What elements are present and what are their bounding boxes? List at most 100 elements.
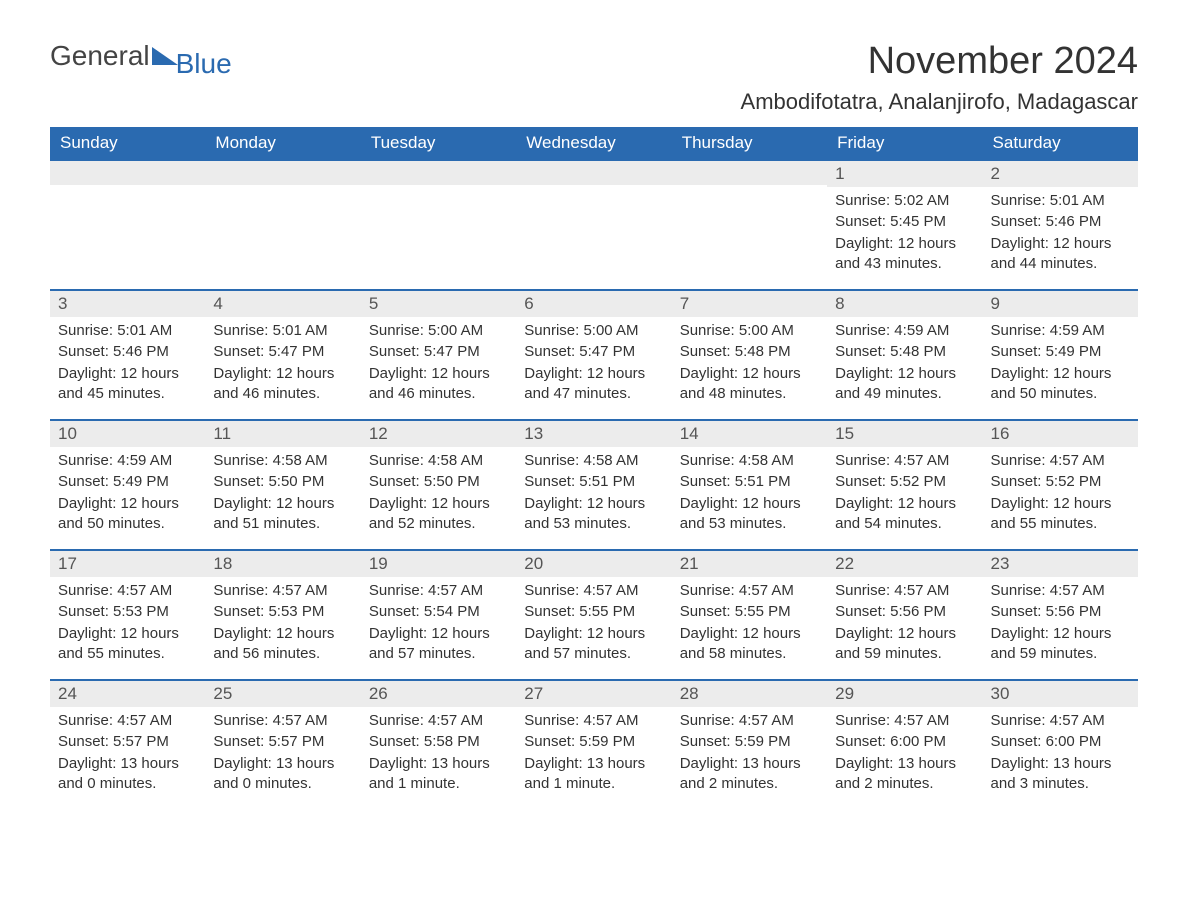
calendar-cell: 26Sunrise: 4:57 AMSunset: 5:58 PMDayligh…	[361, 679, 516, 809]
day-details: Sunrise: 4:57 AMSunset: 5:59 PMDaylight:…	[672, 707, 827, 803]
day-number: 2	[983, 159, 1138, 187]
sunset-text: Sunset: 5:45 PM	[835, 212, 974, 232]
day-number: 20	[516, 549, 671, 577]
day-number: 11	[205, 419, 360, 447]
day-details: Sunrise: 5:01 AMSunset: 5:47 PMDaylight:…	[205, 317, 360, 413]
sunrise-text: Sunrise: 5:02 AM	[835, 191, 974, 211]
sunset-text: Sunset: 5:48 PM	[835, 342, 974, 362]
day-number: 10	[50, 419, 205, 447]
sunrise-text: Sunrise: 4:58 AM	[213, 451, 352, 471]
daylight-text: Daylight: 12 hours and 58 minutes.	[680, 624, 819, 665]
day-details: Sunrise: 4:57 AMSunset: 5:53 PMDaylight:…	[50, 577, 205, 673]
calendar-cell: 12Sunrise: 4:58 AMSunset: 5:50 PMDayligh…	[361, 419, 516, 549]
calendar-cell: 22Sunrise: 4:57 AMSunset: 5:56 PMDayligh…	[827, 549, 982, 679]
day-details: Sunrise: 5:01 AMSunset: 5:46 PMDaylight:…	[983, 187, 1138, 283]
daylight-text: Daylight: 13 hours and 2 minutes.	[835, 754, 974, 795]
day-number: 17	[50, 549, 205, 577]
day-number: 22	[827, 549, 982, 577]
day-details: Sunrise: 4:57 AMSunset: 6:00 PMDaylight:…	[983, 707, 1138, 803]
calendar-cell: 15Sunrise: 4:57 AMSunset: 5:52 PMDayligh…	[827, 419, 982, 549]
day-details: Sunrise: 4:57 AMSunset: 5:52 PMDaylight:…	[827, 447, 982, 543]
sunrise-text: Sunrise: 5:01 AM	[58, 321, 197, 341]
day-details: Sunrise: 4:58 AMSunset: 5:51 PMDaylight:…	[516, 447, 671, 543]
sunrise-text: Sunrise: 4:57 AM	[991, 711, 1130, 731]
calendar-table: SundayMondayTuesdayWednesdayThursdayFrid…	[50, 127, 1138, 809]
daylight-text: Daylight: 12 hours and 44 minutes.	[991, 234, 1130, 275]
sunrise-text: Sunrise: 5:01 AM	[213, 321, 352, 341]
calendar-cell: 25Sunrise: 4:57 AMSunset: 5:57 PMDayligh…	[205, 679, 360, 809]
sunrise-text: Sunrise: 4:57 AM	[369, 711, 508, 731]
sunset-text: Sunset: 5:54 PM	[369, 602, 508, 622]
brand-logo: General Blue	[50, 40, 236, 72]
day-number: 23	[983, 549, 1138, 577]
daylight-text: Daylight: 12 hours and 46 minutes.	[369, 364, 508, 405]
calendar-cell	[516, 159, 671, 289]
calendar-cell: 1Sunrise: 5:02 AMSunset: 5:45 PMDaylight…	[827, 159, 982, 289]
sunset-text: Sunset: 5:50 PM	[213, 472, 352, 492]
day-number: 18	[205, 549, 360, 577]
calendar-cell: 28Sunrise: 4:57 AMSunset: 5:59 PMDayligh…	[672, 679, 827, 809]
calendar-cell	[205, 159, 360, 289]
day-details: Sunrise: 4:57 AMSunset: 5:58 PMDaylight:…	[361, 707, 516, 803]
weekday-header: Monday	[205, 127, 360, 159]
sunrise-text: Sunrise: 5:00 AM	[524, 321, 663, 341]
day-number: 21	[672, 549, 827, 577]
calendar-cell: 20Sunrise: 4:57 AMSunset: 5:55 PMDayligh…	[516, 549, 671, 679]
sunrise-text: Sunrise: 5:00 AM	[369, 321, 508, 341]
sunset-text: Sunset: 5:50 PM	[369, 472, 508, 492]
day-details: Sunrise: 5:00 AMSunset: 5:48 PMDaylight:…	[672, 317, 827, 413]
sunrise-text: Sunrise: 4:59 AM	[58, 451, 197, 471]
day-details: Sunrise: 4:57 AMSunset: 5:57 PMDaylight:…	[50, 707, 205, 803]
sunset-text: Sunset: 5:55 PM	[680, 602, 819, 622]
daylight-text: Daylight: 12 hours and 53 minutes.	[680, 494, 819, 535]
sunset-text: Sunset: 5:53 PM	[58, 602, 197, 622]
day-number: 27	[516, 679, 671, 707]
sunset-text: Sunset: 5:52 PM	[991, 472, 1130, 492]
calendar-cell: 17Sunrise: 4:57 AMSunset: 5:53 PMDayligh…	[50, 549, 205, 679]
calendar-cell: 6Sunrise: 5:00 AMSunset: 5:47 PMDaylight…	[516, 289, 671, 419]
calendar-cell: 29Sunrise: 4:57 AMSunset: 6:00 PMDayligh…	[827, 679, 982, 809]
sunset-text: Sunset: 5:59 PM	[524, 732, 663, 752]
sunset-text: Sunset: 5:48 PM	[680, 342, 819, 362]
daylight-text: Daylight: 12 hours and 59 minutes.	[835, 624, 974, 665]
day-details: Sunrise: 4:57 AMSunset: 5:54 PMDaylight:…	[361, 577, 516, 673]
page-title: November 2024	[868, 40, 1138, 83]
daylight-text: Daylight: 12 hours and 59 minutes.	[991, 624, 1130, 665]
sunrise-text: Sunrise: 4:57 AM	[58, 711, 197, 731]
sunset-text: Sunset: 5:56 PM	[835, 602, 974, 622]
day-details: Sunrise: 5:00 AMSunset: 5:47 PMDaylight:…	[361, 317, 516, 413]
day-details: Sunrise: 5:02 AMSunset: 5:45 PMDaylight:…	[827, 187, 982, 283]
calendar-cell: 19Sunrise: 4:57 AMSunset: 5:54 PMDayligh…	[361, 549, 516, 679]
day-number: 6	[516, 289, 671, 317]
sunset-text: Sunset: 5:56 PM	[991, 602, 1130, 622]
sunrise-text: Sunrise: 4:57 AM	[213, 711, 352, 731]
daylight-text: Daylight: 12 hours and 46 minutes.	[213, 364, 352, 405]
day-details: Sunrise: 5:00 AMSunset: 5:47 PMDaylight:…	[516, 317, 671, 413]
day-details: Sunrise: 4:57 AMSunset: 5:56 PMDaylight:…	[983, 577, 1138, 673]
day-details: Sunrise: 5:01 AMSunset: 5:46 PMDaylight:…	[50, 317, 205, 413]
sunrise-text: Sunrise: 4:57 AM	[369, 581, 508, 601]
weekday-header: Tuesday	[361, 127, 516, 159]
day-number: 5	[361, 289, 516, 317]
weekday-header: Thursday	[672, 127, 827, 159]
daylight-text: Daylight: 12 hours and 53 minutes.	[524, 494, 663, 535]
daylight-text: Daylight: 12 hours and 55 minutes.	[58, 624, 197, 665]
daylight-text: Daylight: 13 hours and 1 minute.	[369, 754, 508, 795]
day-number: 19	[361, 549, 516, 577]
sunset-text: Sunset: 5:47 PM	[369, 342, 508, 362]
day-number: 4	[205, 289, 360, 317]
day-number: 13	[516, 419, 671, 447]
sunrise-text: Sunrise: 4:59 AM	[991, 321, 1130, 341]
day-details: Sunrise: 4:57 AMSunset: 5:59 PMDaylight:…	[516, 707, 671, 803]
day-details: Sunrise: 4:57 AMSunset: 5:52 PMDaylight:…	[983, 447, 1138, 543]
daylight-text: Daylight: 13 hours and 3 minutes.	[991, 754, 1130, 795]
logo-triangle-icon	[152, 40, 178, 72]
sunset-text: Sunset: 5:55 PM	[524, 602, 663, 622]
day-number	[672, 159, 827, 185]
day-details: Sunrise: 4:57 AMSunset: 5:57 PMDaylight:…	[205, 707, 360, 803]
day-details: Sunrise: 4:58 AMSunset: 5:51 PMDaylight:…	[672, 447, 827, 543]
day-number	[361, 159, 516, 185]
sunrise-text: Sunrise: 4:57 AM	[991, 451, 1130, 471]
brand-part2: Blue	[176, 48, 232, 80]
daylight-text: Daylight: 12 hours and 43 minutes.	[835, 234, 974, 275]
